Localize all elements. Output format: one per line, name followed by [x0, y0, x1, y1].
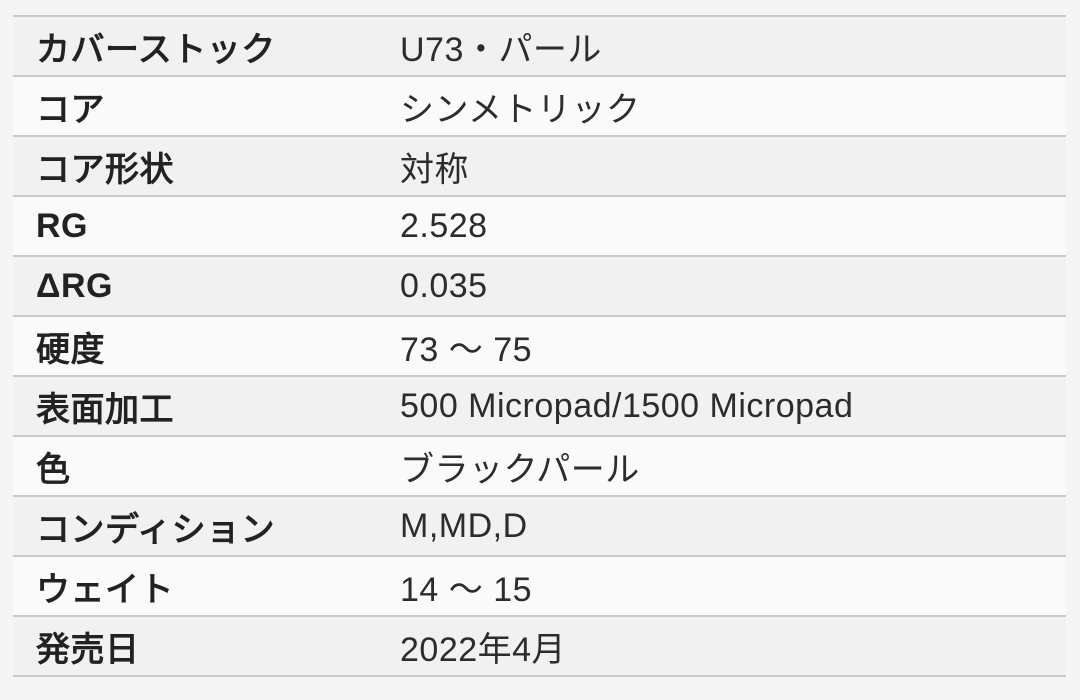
spec-row: コア シンメトリック: [13, 75, 1066, 135]
spec-label: コア: [36, 90, 105, 129]
spec-label: 色: [36, 450, 71, 489]
spec-value: 500 Micropad/1500 Micropad: [400, 386, 854, 425]
spec-value: M,MD,D: [400, 506, 528, 545]
spec-row: 硬度 73 〜 75: [13, 315, 1066, 375]
spec-row: 発売日 2022年4月: [13, 615, 1066, 675]
spec-row: コンディション M,MD,D: [13, 495, 1066, 555]
spec-table: カバーストック U73・パールコア シンメトリックコア形状 対称 RG 2.528 ΔRG 0…: [13, 15, 1066, 677]
spec-label: RG: [36, 206, 88, 245]
spec-value: シンメトリック: [400, 90, 641, 129]
spec-label: ウェイト: [36, 570, 174, 609]
spec-label: 硬度: [36, 330, 105, 369]
spec-value: 0.035: [400, 266, 488, 305]
spec-label: 表面加工: [36, 390, 174, 429]
spec-value: 73 〜 75: [400, 330, 533, 369]
spec-row: 色 ブラックパール: [13, 435, 1066, 495]
spec-value: 対称: [400, 150, 469, 189]
spec-label: コンディション: [36, 510, 276, 549]
spec-row: 表面加工 500 Micropad/1500 Micropad: [13, 375, 1066, 435]
spec-row: ウェイト 14 〜 15: [13, 555, 1066, 615]
spec-value: 2022年4月: [400, 630, 567, 669]
spec-row: RG 2.528: [13, 195, 1066, 255]
spec-label: ΔRG: [36, 266, 113, 305]
spec-row: ΔRG 0.035: [13, 255, 1066, 315]
spec-row: コア形状 対称: [13, 135, 1066, 195]
spec-value: ブラックパール: [400, 450, 640, 489]
spec-value: 14 〜 15: [400, 570, 533, 609]
spec-label: コア形状: [36, 150, 174, 189]
spec-value: 2.528: [400, 206, 488, 245]
spec-label: カバーストック: [36, 30, 276, 69]
spec-row: カバーストック U73・パール: [13, 15, 1066, 75]
spec-label: 発売日: [36, 630, 140, 669]
spec-value: U73・パール: [400, 30, 602, 69]
